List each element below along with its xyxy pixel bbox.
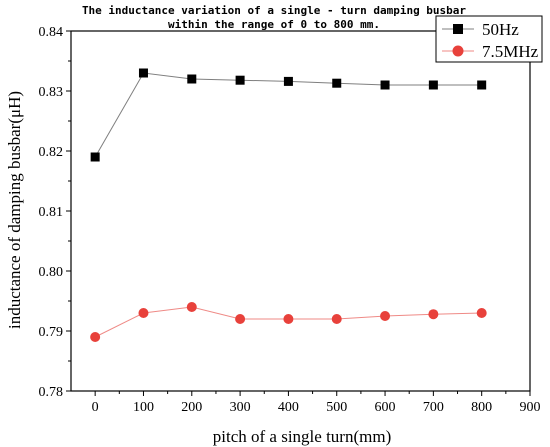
x-tick-label: 300 [230,400,251,415]
data-point-50hz [187,74,197,84]
data-point-50hz [332,78,342,88]
data-point-50hz [283,76,293,86]
data-point-7-5mhz [331,314,342,324]
data-point-7-5mhz [380,311,391,321]
y-axis-title: inductance of damping busbar(μH) [5,91,24,329]
data-point-7-5mhz [476,308,487,318]
data-point-7-5mhz [283,314,294,324]
data-point-7-5mhz [186,302,197,312]
x-tick-label: 0 [92,400,99,415]
legend-marker-50hz [453,24,463,34]
y-tick-label: 0.83 [39,85,64,100]
data-point-7-5mhz [90,332,101,342]
x-tick-label: 900 [520,400,541,415]
y-tick-label: 0.78 [39,385,64,400]
y-tick-label: 0.80 [39,265,64,280]
x-tick-label: 400 [278,400,299,415]
chart-title-line-2: within the range of 0 to 800 mm. [168,18,380,31]
y-tick-label: 0.84 [39,25,64,40]
x-tick-label: 800 [471,400,492,415]
y-tick-label: 0.81 [39,205,64,220]
x-tick-label: 500 [326,400,347,415]
data-point-7-5mhz [428,309,439,320]
axis-ticks: 0 100 200 300 400 500 600 700 800 900 0.78 0.79 0.80… [39,25,541,415]
data-point-50hz [428,80,438,90]
x-tick-label: 600 [375,400,396,415]
legend: 50Hz 7.5MHz [435,15,543,63]
x-tick-label: 200 [181,400,202,415]
data-point-50hz [477,80,487,90]
series-layer [90,68,487,342]
x-tick-label: 700 [423,400,444,415]
data-point-50hz [235,75,245,85]
x-tick-label: 100 [133,400,154,415]
data-point-50hz [138,68,148,78]
data-point-7-5mhz [235,314,246,324]
y-tick-label: 0.82 [39,145,64,160]
data-point-50hz [380,80,390,90]
data-point-50hz [90,152,100,162]
x-axis-title: pitch of a single turn(mm) [213,427,391,446]
legend-label-7-5mhz: 7.5MHz [482,42,539,61]
chart-title-line-1: The inductance variation of a single - t… [82,4,466,17]
legend-marker-7-5mhz [452,45,464,57]
legend-label-50hz: 50Hz [482,20,519,39]
data-point-7-5mhz [138,308,149,318]
y-tick-label: 0.79 [39,325,64,340]
